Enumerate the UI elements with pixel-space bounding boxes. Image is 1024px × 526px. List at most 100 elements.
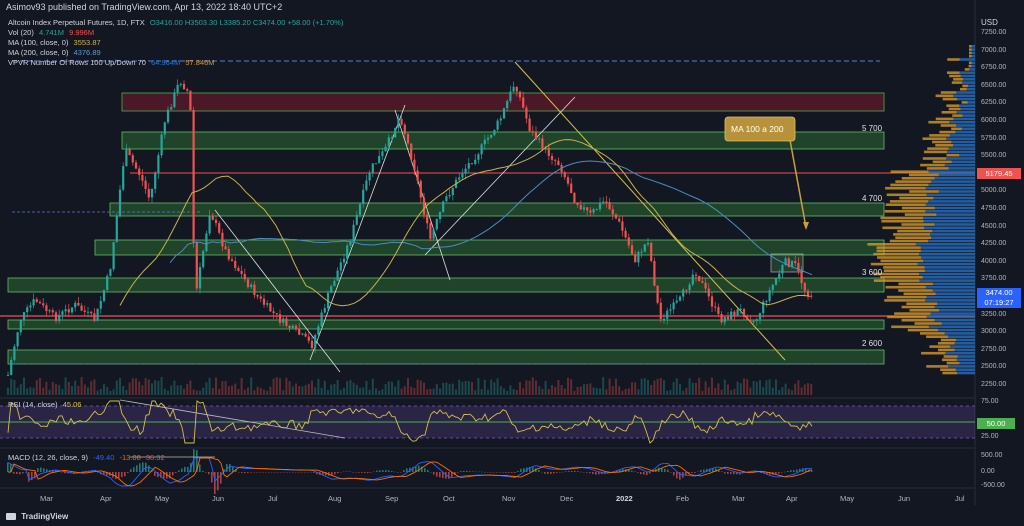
candle-body — [227, 249, 230, 260]
macd-hist-bar — [139, 463, 141, 472]
vpvr-row-down — [887, 315, 927, 319]
vpvr-row-down — [885, 203, 926, 206]
level-3600-label[interactable]: 3 600 — [862, 268, 883, 277]
level-2600-label[interactable]: 2 600 — [862, 339, 883, 348]
zone-4700[interactable] — [109, 202, 885, 217]
candle-body — [58, 314, 61, 321]
macd-hist-bar — [721, 471, 723, 472]
candle-body — [797, 262, 800, 272]
legend-rsi[interactable]: RSI (14, close) 45.06 — [8, 400, 81, 409]
candle-body — [470, 163, 474, 165]
macd-hist-bar — [352, 471, 354, 473]
macd-hist-bar — [16, 472, 18, 474]
vpvr-row-up — [966, 87, 975, 91]
vpvr-row-up — [959, 153, 975, 157]
volume-bar — [205, 382, 208, 395]
zone-3600[interactable] — [7, 277, 885, 293]
candle-body — [240, 270, 243, 274]
arrow-ma-cross[interactable] — [789, 139, 806, 223]
volume-bar — [208, 377, 211, 395]
macd-line[interactable] — [7, 457, 813, 487]
candle-body — [682, 289, 685, 297]
volume-bar — [61, 389, 64, 395]
legend-vpvr[interactable]: VPVR Number Of Rows 100 Up/Down 70 64.96… — [8, 58, 215, 67]
time-tick: Dec — [560, 494, 574, 503]
macd-value-3: 36.32 — [145, 453, 165, 462]
legend-symbol[interactable]: Altcoin Index Perpetual Futures, 1D, FTX… — [8, 18, 343, 27]
macd-hist-bar — [775, 472, 777, 475]
macd-signal-line[interactable] — [8, 457, 813, 487]
volume-bar — [234, 383, 237, 395]
macd-hist-bar — [538, 470, 540, 472]
macd-hist-bar — [244, 472, 246, 474]
ma200-line[interactable] — [169, 160, 813, 276]
volume-bar — [64, 377, 67, 395]
volume-bar — [605, 389, 608, 395]
vpvr-row-down — [919, 332, 945, 335]
vpvr-row-down — [969, 51, 972, 55]
vpvr-row-down — [940, 368, 956, 371]
legend-ma100[interactable]: MA (100, close, 0) 3553.87 — [8, 38, 101, 47]
level-5700-label[interactable]: 5 700 — [862, 124, 883, 133]
macd-hist-bar — [73, 472, 75, 474]
rsi-line[interactable] — [7, 400, 813, 444]
zone-5700[interactable] — [121, 131, 885, 150]
price-tick: 3250.00 — [981, 310, 1007, 318]
price-tick: 5750.00 — [981, 134, 1007, 142]
volume-bar — [698, 377, 701, 395]
rsi-trendline[interactable] — [119, 399, 346, 439]
macd-hist-bar — [238, 472, 240, 473]
volume-bar — [496, 378, 499, 395]
volume-bar — [330, 384, 333, 395]
macd-hist-bar — [304, 472, 306, 473]
candle-body — [550, 155, 554, 160]
candle-body — [70, 307, 74, 313]
candle-body — [51, 310, 54, 313]
ma100-line[interactable] — [119, 139, 811, 307]
volume-bar — [371, 378, 374, 395]
vpvr-row-down — [880, 276, 923, 279]
zone-3050[interactable] — [7, 319, 885, 330]
volume-bar — [551, 385, 553, 395]
candlesticks[interactable] — [6, 79, 813, 376]
volume-bar — [560, 385, 563, 395]
candle-body — [355, 214, 358, 225]
price-tick: 3000.00 — [981, 328, 1007, 336]
volume-bar — [167, 390, 169, 395]
level-4700-label[interactable]: 4 700 — [862, 194, 883, 203]
vpvr-row-down — [901, 318, 935, 322]
volume-bar — [519, 382, 521, 395]
ma100-value: 3553.87 — [73, 38, 101, 47]
legend-volume[interactable]: Vol (20) 4.741M 9.996M — [8, 28, 94, 37]
legend-macd[interactable]: MACD (12, 26, close, 9) -49.40 -13.08 36… — [8, 453, 165, 462]
volume-bar — [544, 381, 547, 395]
volume-bar — [247, 387, 249, 395]
macd-hist-bar — [592, 472, 594, 474]
macd-hist-bar — [61, 472, 63, 473]
trendline-white-4[interactable] — [424, 96, 576, 256]
ma-cross-annotation[interactable]: MA 100 a 200 — [731, 124, 784, 134]
candle-body — [787, 258, 790, 267]
volume-bar — [589, 383, 592, 395]
trendline-yellow[interactable] — [514, 61, 786, 361]
vpvr-row-down — [951, 81, 963, 84]
macd-hist-bar — [637, 472, 639, 473]
trendline-white-2[interactable] — [309, 104, 406, 361]
trendline-white-1[interactable] — [214, 209, 341, 373]
candle-body — [643, 244, 646, 252]
trendline-white-3[interactable] — [394, 109, 451, 281]
candle-body — [512, 86, 515, 92]
symbol-name[interactable]: Altcoin Index Perpetual Futures, 1D, FTX — [8, 18, 145, 27]
candle-body — [278, 314, 282, 323]
candle-body — [534, 131, 538, 140]
volume-bar — [599, 388, 601, 395]
zone-2600[interactable] — [7, 349, 885, 365]
vpvr-row-up — [924, 266, 975, 269]
macd-hist-bar — [673, 472, 675, 476]
macd-hist-bar — [769, 472, 771, 475]
legend-ma200[interactable]: MA (200, close, 0) 4376.89 — [8, 48, 101, 57]
macd-hist-bar — [643, 472, 645, 475]
vpvr-histogram[interactable] — [867, 45, 975, 375]
